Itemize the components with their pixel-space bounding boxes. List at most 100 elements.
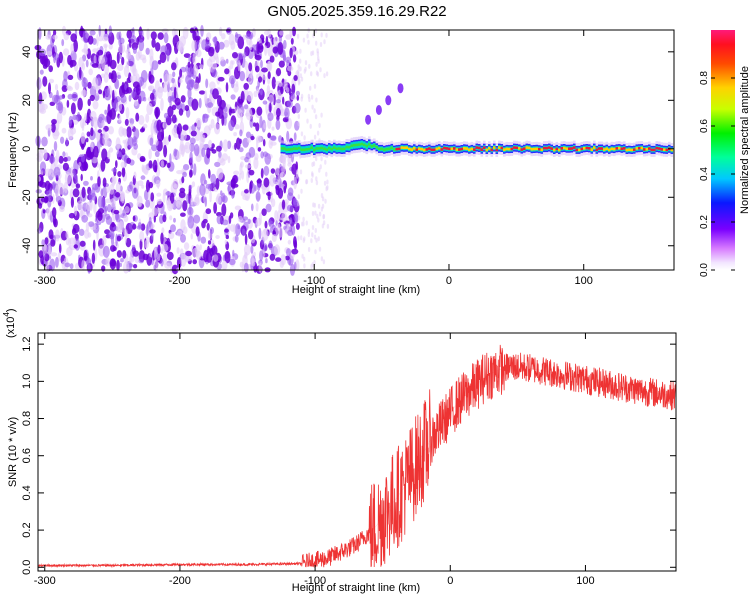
noise-blob bbox=[189, 169, 193, 178]
noise-blob bbox=[48, 82, 51, 95]
noise-blob bbox=[225, 82, 229, 93]
noise-blob bbox=[148, 85, 153, 92]
noise-blob bbox=[87, 81, 92, 89]
carrier-core bbox=[330, 147, 334, 151]
carrier-core bbox=[475, 146, 479, 149]
carrier-core bbox=[343, 147, 346, 151]
noise-blob bbox=[139, 54, 147, 61]
noise-blob bbox=[281, 164, 286, 174]
noise-blob bbox=[254, 185, 257, 192]
noise-blob bbox=[280, 254, 287, 266]
carrier-core bbox=[640, 146, 644, 150]
noise-blob bbox=[112, 246, 117, 251]
noise-blob bbox=[294, 102, 301, 114]
noise-blob bbox=[180, 95, 186, 103]
noise-blob bbox=[126, 126, 132, 138]
noise-blob bbox=[200, 24, 204, 37]
carrier-core bbox=[355, 143, 359, 147]
noise-blob bbox=[277, 173, 281, 185]
noise-blob bbox=[78, 228, 85, 236]
noise-blob bbox=[193, 163, 197, 176]
noise-blob bbox=[316, 130, 320, 136]
noise-blob bbox=[309, 123, 312, 129]
noise-blob bbox=[38, 250, 44, 259]
noise-blob bbox=[118, 35, 122, 47]
noise-blob bbox=[293, 236, 297, 248]
noise-blob bbox=[228, 258, 236, 266]
noise-blob bbox=[155, 179, 161, 188]
noise-blob bbox=[124, 83, 127, 91]
noise-blob bbox=[279, 30, 284, 36]
noise-blob bbox=[224, 250, 231, 264]
noise-blob bbox=[179, 68, 183, 78]
noise-blob bbox=[81, 153, 85, 163]
noise-blob bbox=[277, 187, 284, 199]
carrier-core bbox=[650, 148, 654, 152]
snr-ytick-label: 1.2 bbox=[21, 337, 33, 352]
noise-blob bbox=[251, 203, 254, 212]
noise-blob bbox=[191, 124, 196, 132]
noise-blob bbox=[215, 195, 222, 204]
noise-blob bbox=[132, 187, 139, 199]
noise-blob bbox=[314, 114, 318, 120]
noise-blob bbox=[41, 136, 48, 147]
noise-blob bbox=[139, 155, 146, 162]
carrier-core bbox=[515, 146, 519, 150]
noise-blob bbox=[61, 127, 67, 134]
noise-blob bbox=[83, 180, 89, 186]
noise-blob bbox=[151, 207, 159, 217]
noise-blob bbox=[118, 221, 125, 233]
noise-blob bbox=[221, 203, 227, 217]
noise-blob bbox=[248, 62, 253, 72]
noise-blob bbox=[164, 262, 172, 269]
carrier-core bbox=[458, 148, 461, 151]
noise-blob bbox=[102, 177, 107, 188]
noise-blob bbox=[133, 143, 139, 150]
noise-blob bbox=[58, 51, 63, 64]
noise-blob bbox=[97, 49, 104, 56]
snr-xtick-label: -100 bbox=[304, 575, 326, 587]
noise-blob bbox=[279, 154, 284, 164]
noise-blob bbox=[230, 77, 235, 89]
noise-blob bbox=[148, 148, 152, 160]
carrier-core bbox=[430, 148, 434, 152]
noise-blob bbox=[88, 68, 93, 76]
noise-blob bbox=[303, 256, 306, 262]
carrier-core bbox=[573, 146, 576, 149]
noise-blob bbox=[305, 179, 308, 185]
noise-blob bbox=[182, 171, 188, 178]
noise-blob bbox=[219, 26, 223, 37]
noise-blob bbox=[249, 117, 254, 128]
noise-blob bbox=[178, 78, 183, 84]
noise-blob bbox=[109, 147, 114, 153]
noise-blob bbox=[199, 64, 204, 69]
noise-blob bbox=[55, 256, 59, 268]
noise-blob bbox=[302, 216, 305, 222]
carrier-core bbox=[398, 147, 401, 151]
noise-blob bbox=[104, 109, 108, 115]
noise-blob bbox=[48, 155, 56, 164]
noise-blob bbox=[81, 259, 85, 271]
noise-blob bbox=[108, 230, 115, 240]
noise-blob bbox=[302, 37, 306, 43]
carrier-core bbox=[585, 146, 589, 150]
noise-blob bbox=[261, 67, 268, 73]
carrier-core bbox=[455, 148, 459, 151]
spec-ytick-label: -40 bbox=[21, 238, 33, 254]
noise-blob bbox=[277, 41, 284, 55]
noise-blob bbox=[50, 239, 56, 247]
noise-blob bbox=[233, 223, 236, 235]
noise-blob bbox=[299, 66, 302, 72]
noise-blob bbox=[321, 223, 325, 229]
noise-blob bbox=[101, 119, 105, 129]
noise-blob bbox=[306, 33, 309, 39]
snr-series-line bbox=[37, 344, 677, 569]
noise-blob bbox=[85, 221, 90, 232]
noise-blob bbox=[187, 61, 191, 68]
carrier-core bbox=[413, 147, 416, 150]
noise-blob bbox=[256, 179, 262, 184]
noise-blob bbox=[52, 193, 55, 204]
noise-blob bbox=[187, 215, 195, 229]
